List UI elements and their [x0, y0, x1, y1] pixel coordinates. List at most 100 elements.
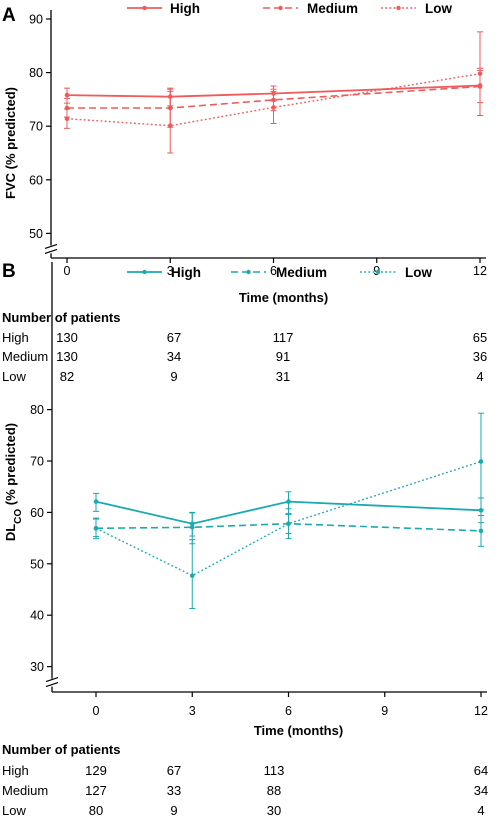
panel-letter: A	[2, 5, 16, 26]
data-point	[271, 105, 276, 110]
patients-count: 9	[170, 369, 177, 384]
x-axis-title: Time (months)	[239, 290, 328, 305]
data-point	[478, 528, 484, 534]
axis-break-mark	[45, 677, 59, 683]
y-tick-label: 70	[29, 120, 43, 134]
legend-marker-medium	[246, 269, 251, 275]
patients-table-title: Number of patients	[2, 742, 120, 757]
patients-count: 64	[474, 763, 488, 778]
patients-count: 80	[89, 803, 103, 817]
patients-row-label: Low	[2, 369, 26, 384]
data-point	[64, 116, 70, 121]
patients-count: 113	[264, 763, 285, 778]
y-tick-label: 60	[29, 173, 43, 187]
patients-count: 4	[476, 369, 483, 384]
y-axis-title-subscript: CO	[13, 509, 24, 524]
data-point	[93, 526, 99, 531]
legend-marker-high	[142, 269, 147, 275]
y-axis-title-main: FVC (% predicted)	[3, 87, 18, 199]
legend-label-high: High	[171, 265, 201, 280]
y-axis-title-suffix: (% predicted)	[3, 423, 18, 509]
x-tick-label: 12	[473, 264, 487, 278]
patients-count: 67	[167, 763, 181, 778]
patients-count: 4	[477, 803, 484, 817]
y-tick-label: 90	[29, 13, 43, 27]
y-tick-label: 50	[30, 557, 44, 571]
axis-break-mark	[44, 243, 58, 249]
x-tick-label: 0	[64, 264, 71, 278]
data-point	[478, 508, 484, 513]
legend-marker-low	[375, 269, 381, 275]
patients-count: 129	[85, 763, 107, 778]
y-tick-label: 70	[30, 455, 44, 469]
data-point	[189, 573, 195, 578]
axis-break-gap	[47, 678, 57, 687]
legend-marker-low	[396, 5, 401, 11]
x-tick-label: 12	[474, 704, 488, 718]
patients-count: 34	[474, 783, 488, 798]
patients-row-label: High	[2, 330, 29, 345]
y-axis-title: FVC (% predicted)	[3, 87, 18, 199]
legend-label-low: Low	[425, 1, 452, 16]
series-low	[93, 412, 484, 610]
data-point	[286, 521, 291, 527]
y-tick-label: 80	[29, 66, 43, 80]
y-tick-label: 80	[30, 403, 44, 417]
data-point	[477, 71, 483, 76]
patients-count: 91	[276, 349, 290, 364]
patients-count: 67	[167, 330, 181, 345]
patients-count: 34	[167, 349, 181, 364]
panel-letter: B	[2, 261, 16, 282]
data-point	[478, 459, 484, 464]
patients-table-title: Number of patients	[2, 310, 120, 325]
patients-count: 82	[60, 369, 74, 384]
y-tick-label: 30	[30, 660, 44, 674]
legend-label-medium: Medium	[276, 265, 327, 280]
patients-count: 30	[267, 803, 281, 817]
axis-break-mark	[45, 682, 59, 688]
x-tick-label: 3	[189, 704, 196, 718]
patients-row-label: Low	[2, 803, 26, 817]
data-point	[93, 499, 99, 504]
patients-count: 88	[267, 783, 281, 798]
series-line	[66, 84, 481, 98]
axis-break-gap	[46, 245, 56, 254]
y-axis-title-main: DL	[3, 524, 18, 541]
patients-row-label: Medium	[2, 783, 48, 798]
y-axis-title: DLCO (% predicted)	[3, 423, 24, 541]
data-point	[167, 123, 173, 128]
series-line	[95, 522, 482, 532]
patients-row-label: Medium	[2, 349, 48, 364]
series-line	[67, 85, 481, 109]
data-point	[189, 525, 195, 530]
legend-label-high: High	[170, 1, 200, 16]
x-axis-title: Time (months)	[254, 723, 343, 738]
patients-count: 9	[170, 803, 177, 817]
axis-break-mark	[44, 248, 58, 254]
patients-count: 65	[473, 330, 487, 345]
series-line	[95, 500, 482, 525]
patients-count: 31	[276, 369, 290, 384]
legend-label-low: Low	[405, 265, 432, 280]
y-tick-label: 60	[30, 506, 44, 520]
x-tick-label: 0	[93, 704, 100, 718]
panel-a: A5060708090036912Time (months)FVC (% pre…	[2, 1, 487, 384]
x-tick-label: 6	[270, 264, 277, 278]
y-tick-label: 50	[29, 227, 43, 241]
patients-count: 117	[273, 330, 294, 345]
patients-count: 36	[473, 349, 487, 364]
patients-count: 130	[56, 330, 78, 345]
x-tick-label: 6	[285, 704, 292, 718]
data-point	[286, 499, 291, 504]
x-tick-label: 3	[167, 264, 174, 278]
series-low	[64, 31, 483, 154]
patients-count: 130	[56, 349, 78, 364]
x-tick-label: 9	[381, 704, 388, 718]
legend-marker-high	[142, 5, 147, 11]
patients-count: 127	[85, 783, 107, 798]
data-point	[64, 92, 70, 98]
patients-count: 33	[167, 783, 181, 798]
y-tick-label: 40	[30, 609, 44, 623]
